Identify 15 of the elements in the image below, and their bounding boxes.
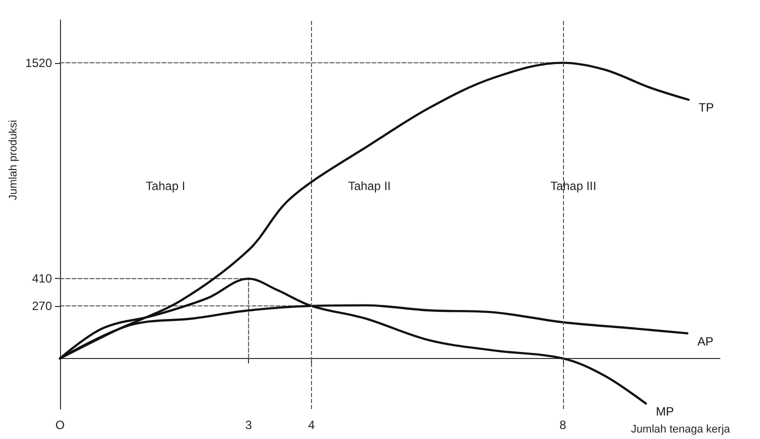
y-tick-label: 410 bbox=[32, 272, 52, 286]
y-axis-title: Jumlah produksi bbox=[8, 120, 20, 200]
series-label: TP bbox=[698, 100, 714, 115]
x-tick-label: 3 bbox=[245, 418, 252, 432]
series-label: MP bbox=[656, 404, 674, 419]
x-tick-label: 8 bbox=[560, 418, 567, 432]
annotation: Tahap I bbox=[146, 179, 186, 193]
series-label: AP bbox=[697, 334, 714, 348]
annotation: Tahap II bbox=[348, 179, 391, 193]
annotation: Tahap III bbox=[550, 179, 596, 193]
y-tick-label: 270 bbox=[32, 298, 52, 313]
x-tick-label: O bbox=[55, 418, 65, 432]
y-tick-label: 1520 bbox=[25, 56, 52, 70]
x-tick-label: 4 bbox=[308, 418, 316, 432]
x-axis-title: Jumlah tenaga kerja bbox=[630, 424, 731, 436]
